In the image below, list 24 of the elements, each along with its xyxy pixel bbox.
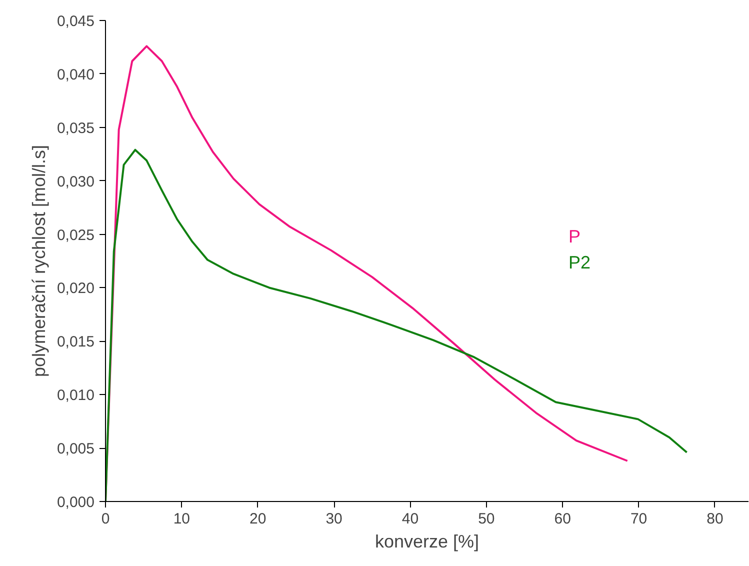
y-tick-label: 0,015 [56, 334, 95, 351]
x-axis-title: konverze [%] [374, 532, 480, 552]
x-tick-label: 20 [250, 510, 266, 528]
y-tick-label: 0,020 [56, 280, 95, 298]
x-tick-label: 70 [630, 510, 648, 528]
x-tick-label: 80 [706, 510, 724, 528]
y-tick-label: 0,035 [56, 120, 95, 137]
y-tick-label: 0,010 [56, 387, 95, 404]
y-tick-label: 0,040 [56, 66, 95, 84]
x-tick-label: 60 [554, 510, 571, 528]
x-tick-label: 50 [478, 510, 495, 528]
y-tick-label: 0,000 [56, 494, 95, 511]
y-tick-label: 0,030 [56, 173, 95, 190]
text: P [568, 226, 580, 247]
x-tick-label: 30 [326, 510, 342, 528]
y-tick-label: 0,045 [56, 13, 95, 30]
x-tick-label: 10 [173, 510, 190, 528]
y-tick-label: 0,025 [56, 226, 95, 244]
line-series [106, 148, 688, 502]
x-tick-label: 40 [402, 510, 419, 528]
x-tick-label: 0 [101, 510, 110, 528]
text: P2 [568, 252, 590, 273]
y-tick-label: 0,005 [56, 440, 95, 458]
y-axis-title: polymerační rychlost [mol/l.s] [28, 144, 49, 378]
